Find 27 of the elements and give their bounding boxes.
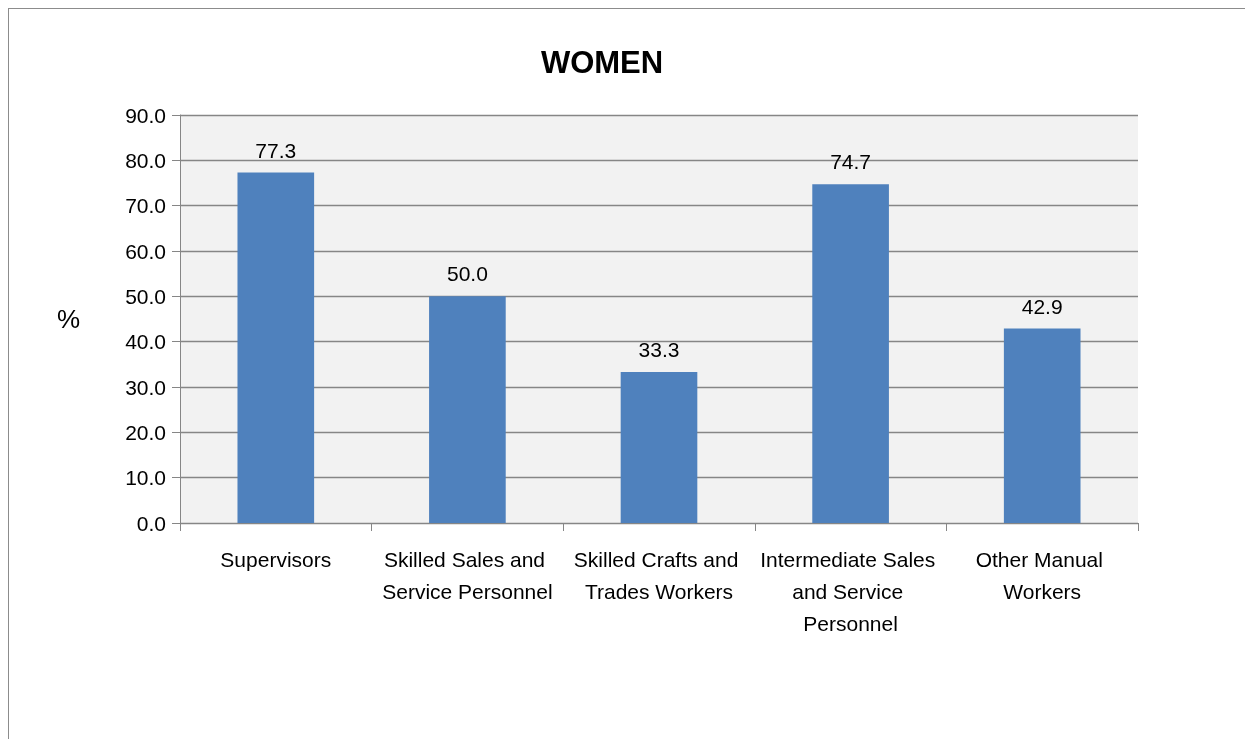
bar <box>429 296 506 523</box>
x-tick-label: Intermediate Sales and Service Personnel <box>760 547 942 635</box>
y-tick-label: 50.0 <box>125 284 166 308</box>
x-tick-label: Skilled Crafts and Trades Workers <box>573 547 745 603</box>
y-tick-label: 70.0 <box>125 194 166 218</box>
y-tick-label: 10.0 <box>125 466 166 490</box>
bar <box>1003 328 1081 523</box>
y-tick-label: 60.0 <box>125 239 166 263</box>
y-axis-title: % <box>56 304 80 334</box>
x-tick-label: Supervisors <box>220 547 332 571</box>
bar <box>620 372 698 523</box>
y-tick-label: 40.0 <box>125 330 166 354</box>
x-tick-label: Skilled Sales and Service Personnel <box>382 547 553 603</box>
data-label: 77.3 <box>255 138 297 162</box>
y-tick-label: 80.0 <box>125 148 166 172</box>
data-label: 33.3 <box>638 338 680 362</box>
y-tick-label: 20.0 <box>125 420 166 444</box>
y-tick-label: 30.0 <box>125 375 166 399</box>
x-tick-label: Other Manual Workers <box>975 547 1109 603</box>
bar <box>812 184 889 523</box>
y-tick-label: 0.0 <box>136 511 166 535</box>
data-label: 42.9 <box>1021 294 1063 318</box>
chart-title: WOMEN <box>540 45 664 80</box>
y-tick-label: 90.0 <box>125 103 166 127</box>
bar <box>237 172 315 523</box>
data-label: 50.0 <box>446 262 488 286</box>
data-label: 74.7 <box>830 150 872 174</box>
